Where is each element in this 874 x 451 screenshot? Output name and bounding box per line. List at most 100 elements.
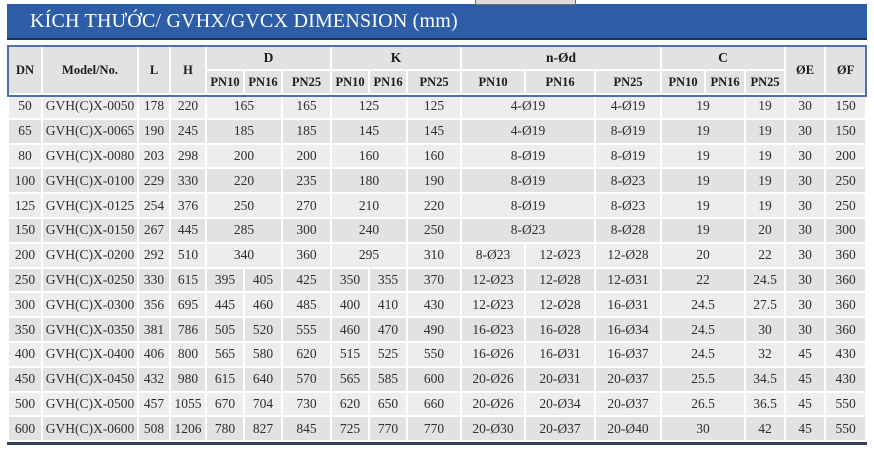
cell-h: 376	[171, 194, 205, 217]
header-d-pn10: PN10	[210, 74, 240, 89]
header-h: H	[183, 62, 193, 77]
cell-l: 432	[139, 367, 169, 391]
cell-c-pn10-16: 19	[662, 144, 745, 168]
cell-c-pn25: 42	[746, 417, 785, 441]
cell-nod-pn16: 12-Ø28	[526, 293, 595, 317]
cell-dn: 450	[9, 367, 41, 391]
cell-d-pn10: 505	[207, 318, 243, 341]
cell-nod-pn25: 20-Ø40	[596, 417, 661, 441]
cell-c-pn25: 19	[746, 95, 785, 118]
cell-d-pn16: 580	[245, 342, 281, 366]
cell-l: 178	[139, 95, 169, 118]
cell-c-pn25: 24.5	[746, 268, 785, 292]
cell-d-pn16: 704	[245, 392, 281, 416]
cell-model: GVH(C)X-0125	[43, 194, 137, 217]
header-d-pn16: PN16	[248, 74, 278, 89]
cell-d-pn10-16: 200	[207, 144, 281, 168]
cell-h: 245	[171, 119, 205, 143]
cell-c-pn10-16: 20	[662, 243, 745, 267]
cell-d-pn10: 670	[207, 392, 243, 416]
cell-h: 786	[171, 318, 205, 341]
cell-c-pn25: 22	[746, 243, 785, 267]
cell-oe: 30	[786, 268, 825, 292]
header-l: L	[149, 62, 159, 77]
cell-model: GVH(C)X-0400	[43, 342, 137, 366]
header-group-d: D	[263, 50, 274, 65]
cell-nod-pn10-16: 8-Ø19	[462, 169, 595, 193]
cell-k-pn10: 620	[332, 392, 369, 416]
cell-d-pn10-16: 220	[207, 169, 281, 193]
header-group-c: C	[718, 50, 728, 65]
cell-model: GVH(C)X-0065	[43, 119, 137, 143]
cell-dn: 500	[9, 392, 41, 416]
cell-h: 510	[171, 243, 205, 267]
cell-dn: 400	[9, 342, 41, 366]
cell-c-pn25: 27.5	[746, 293, 785, 317]
cell-nod-pn16: 12-Ø28	[526, 268, 595, 292]
table-row: 350 GVH(C)X-0350 381 786 505 520 555 460 470 490 1…	[9, 318, 866, 341]
cell-dn: 50	[9, 95, 41, 118]
cell-k-pn10: 460	[332, 318, 369, 341]
cell-of: 360	[826, 318, 866, 341]
cell-nod-pn10: 20-Ø26	[462, 392, 525, 416]
header-k-pn25: PN25	[419, 74, 449, 89]
dimension-table-wrap: DN Model/No. L H D K n-Ød C ØE ØF PN10 P…	[7, 45, 868, 446]
cell-d-pn10-16: 285	[207, 218, 281, 242]
cell-k-pn10: 515	[332, 342, 369, 366]
cell-d-pn10-16: 165	[207, 95, 281, 118]
cell-d-pn25: 270	[283, 194, 331, 217]
header-c-pn25: PN25	[750, 74, 780, 89]
cell-k-pn25: 550	[408, 342, 461, 366]
cell-d-pn10-16: 185	[207, 119, 281, 143]
cell-k-pn25: 145	[408, 119, 461, 143]
header-nod-pn16: PN16	[545, 74, 575, 89]
header-nod-pn10: PN10	[478, 74, 508, 89]
cell-d-pn10: 615	[207, 367, 243, 391]
cell-c-pn10-16: 25.5	[662, 367, 745, 391]
page-title-banner: KÍCH THƯỚC/ GVHX/GVCX DIMENSION (mm)	[7, 4, 867, 40]
cell-h: 445	[171, 218, 205, 242]
cell-k-pn16: 355	[370, 268, 407, 292]
cell-dn: 200	[9, 243, 41, 267]
cell-k-pn10: 725	[332, 417, 369, 441]
cell-nod-pn10: 12-Ø23	[462, 293, 525, 317]
cell-of: 150	[826, 95, 866, 118]
cell-dn: 65	[9, 119, 41, 143]
cell-d-pn25: 570	[283, 367, 331, 391]
cell-oe: 30	[786, 144, 825, 168]
cell-k-pn10-16: 160	[332, 144, 407, 168]
cell-h: 615	[171, 268, 205, 292]
table-row: 200 GVH(C)X-0200 292 510 340 360 295 310 8-Ø23 12…	[9, 243, 866, 267]
cell-d-pn10-16: 340	[207, 243, 281, 267]
cell-nod-pn25: 8-Ø23	[596, 194, 661, 217]
header-row-groups: DN Model/No. L H D K n-Ød C ØE ØF	[9, 47, 865, 77]
cell-k-pn25: 160	[408, 144, 461, 168]
cell-oe: 30	[786, 194, 825, 217]
cell-k-pn16: 410	[370, 293, 407, 317]
header-model: Model/No.	[62, 62, 118, 77]
cell-d-pn10: 565	[207, 342, 243, 366]
cell-of: 360	[826, 243, 866, 267]
cell-oe: 30	[786, 218, 825, 242]
cell-c-pn25: 30	[746, 318, 785, 341]
cell-l: 406	[139, 342, 169, 366]
cell-nod-pn10-16: 8-Ø23	[462, 218, 595, 242]
page-title: KÍCH THƯỚC/ GVHX/GVCX DIMENSION (mm)	[30, 9, 458, 32]
cell-dn: 80	[9, 144, 41, 168]
cell-d-pn25: 235	[283, 169, 331, 193]
cell-k-pn10-16: 125	[332, 95, 407, 118]
cell-nod-pn25: 8-Ø19	[596, 144, 661, 168]
cell-model: GVH(C)X-0600	[43, 417, 137, 441]
cell-model: GVH(C)X-0250	[43, 268, 137, 292]
cell-k-pn25: 600	[408, 367, 461, 391]
cell-model: GVH(C)X-0100	[43, 169, 137, 193]
cell-of: 300	[826, 218, 866, 242]
cell-oe: 45	[786, 342, 825, 366]
cell-c-pn10-16: 19	[662, 194, 745, 217]
header-row-pn: PN10 PN16 PN25 PN10 PN16 PN25 PN10 PN16 …	[9, 71, 865, 93]
cell-of: 250	[826, 169, 866, 193]
cell-l: 203	[139, 144, 169, 168]
cell-oe: 30	[786, 293, 825, 317]
cell-nod-pn25: 8-Ø28	[596, 218, 661, 242]
